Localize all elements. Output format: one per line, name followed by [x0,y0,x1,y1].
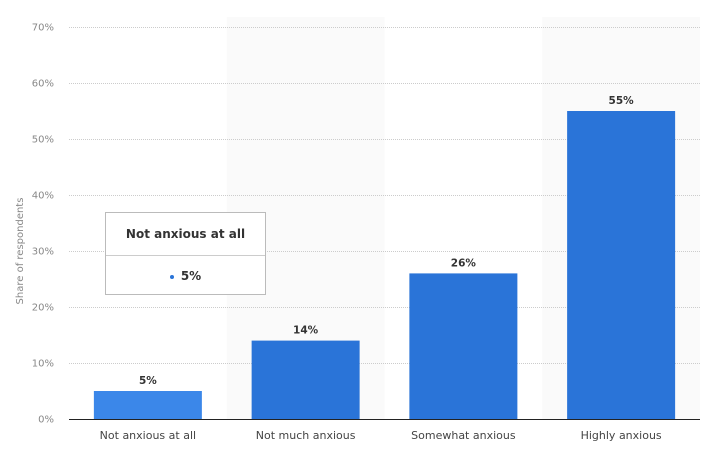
y-tick-label: 0% [38,415,54,426]
bar[interactable] [251,340,360,419]
x-tick-label: Highly anxious [581,429,662,442]
data-label: 14% [293,325,319,337]
data-label: 55% [609,95,635,107]
y-tick-label: 70% [32,23,54,34]
data-label: 26% [451,257,477,269]
y-tick-label: 20% [32,303,54,314]
y-axis-label: Share of respondents [15,198,26,305]
y-tick-label: 30% [32,247,54,258]
tooltip-value: 5% [180,269,202,283]
bar[interactable] [409,273,518,419]
x-tick-label: Not much anxious [256,429,356,442]
bar[interactable] [93,391,202,419]
x-tick-label: Not anxious at all [100,429,196,442]
y-tick-label: 50% [32,135,54,146]
y-tick-label: 40% [32,191,54,202]
y-tick-label: 10% [32,359,54,370]
tooltip-title: Not anxious at all [106,213,265,256]
data-label: 5% [139,375,157,387]
series-dot-icon [169,274,174,279]
y-tick-label: 60% [32,79,54,90]
bar[interactable] [567,111,676,419]
tooltip-body: 5% [106,256,265,296]
tooltip: Not anxious at all 5% [105,212,266,295]
x-tick-label: Somewhat anxious [411,429,516,442]
